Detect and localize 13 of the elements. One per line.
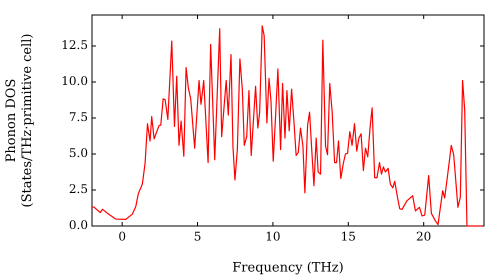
y-tick-label: 12.5 bbox=[61, 38, 88, 52]
y-tick-label: 5.0 bbox=[68, 146, 88, 160]
y-axis-title: Phonon DOS (States/THz·primitive cell) bbox=[4, 33, 35, 208]
x-tick-label: 15 bbox=[340, 229, 356, 244]
x-tick-label: 20 bbox=[416, 229, 432, 244]
y-tick-label: 7.5 bbox=[68, 110, 88, 124]
x-tick-label: 0 bbox=[118, 229, 126, 244]
y-tick-label: 2.5 bbox=[68, 182, 88, 196]
x-tick-label: 5 bbox=[194, 229, 202, 244]
x-tick-label: 10 bbox=[265, 229, 281, 244]
y-tick-label: 0.0 bbox=[68, 218, 88, 232]
y-tick-label: 10.0 bbox=[61, 74, 88, 88]
x-axis-title: Frequency (THz) bbox=[232, 260, 344, 276]
